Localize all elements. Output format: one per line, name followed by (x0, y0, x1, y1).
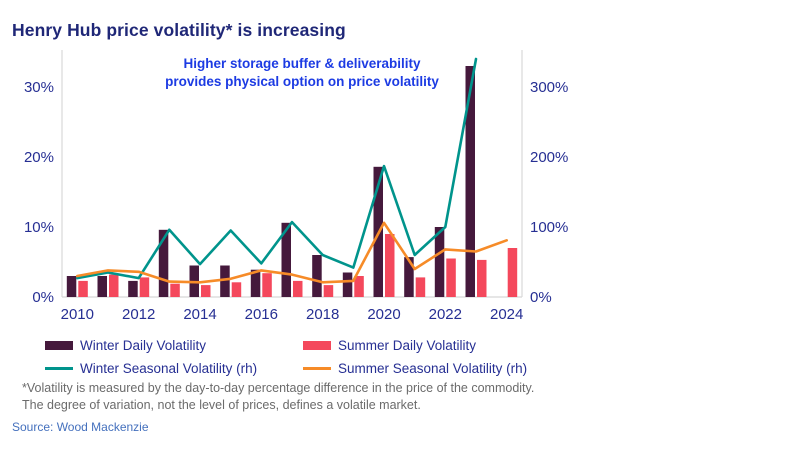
chart-annotation: Higher storage buffer & deliverability p… (128, 55, 476, 91)
svg-text:200%: 200% (530, 149, 568, 166)
svg-text:2018: 2018 (306, 306, 339, 323)
winter-daily-swatch (45, 340, 73, 350)
svg-text:2010: 2010 (61, 306, 94, 323)
svg-text:2012: 2012 (122, 306, 155, 323)
legend-item-winter-seasonal: Winter Seasonal Volatility (rh) (45, 359, 303, 377)
summer-daily-swatch (303, 340, 331, 350)
svg-text:100%: 100% (530, 219, 568, 236)
annotation-line-2: provides physical option on price volati… (165, 74, 439, 89)
svg-text:300%: 300% (530, 79, 568, 96)
svg-text:2016: 2016 (245, 306, 278, 323)
chart-footnote: *Volatility is measured by the day-to-da… (22, 380, 582, 414)
footnote-line-2: The degree of variation, not the level o… (22, 398, 421, 412)
annotation-line-1: Higher storage buffer & deliverability (183, 56, 421, 71)
svg-text:2024: 2024 (490, 306, 523, 323)
svg-text:20%: 20% (24, 149, 54, 166)
svg-text:0%: 0% (32, 289, 54, 306)
chart-legend: Winter Daily Volatility Summer Daily Vol… (45, 336, 535, 377)
legend-item-winter-daily: Winter Daily Volatility (45, 336, 303, 354)
legend-item-summer-daily: Summer Daily Volatility (303, 336, 535, 354)
svg-text:2022: 2022 (429, 306, 462, 323)
winter-seasonal-swatch (45, 366, 73, 370)
legend-label: Summer Seasonal Volatility (rh) (338, 360, 528, 376)
legend-item-summer-seasonal: Summer Seasonal Volatility (rh) (303, 359, 535, 377)
legend-label: Winter Seasonal Volatility (rh) (80, 360, 258, 376)
svg-text:0%: 0% (530, 289, 552, 306)
svg-text:30%: 30% (24, 79, 54, 96)
legend-label: Winter Daily Volatility (80, 337, 207, 353)
page-title: Henry Hub price volatility* is increasin… (12, 20, 346, 40)
svg-text:2020: 2020 (367, 306, 400, 323)
summer-seasonal-swatch (303, 366, 331, 370)
legend-label: Summer Daily Volatility (338, 337, 477, 353)
svg-text:2014: 2014 (183, 306, 216, 323)
svg-text:10%: 10% (24, 219, 54, 236)
footnote-line-1: *Volatility is measured by the day-to-da… (22, 381, 535, 395)
source-credit: Source: Wood Mackenzie (12, 420, 149, 434)
